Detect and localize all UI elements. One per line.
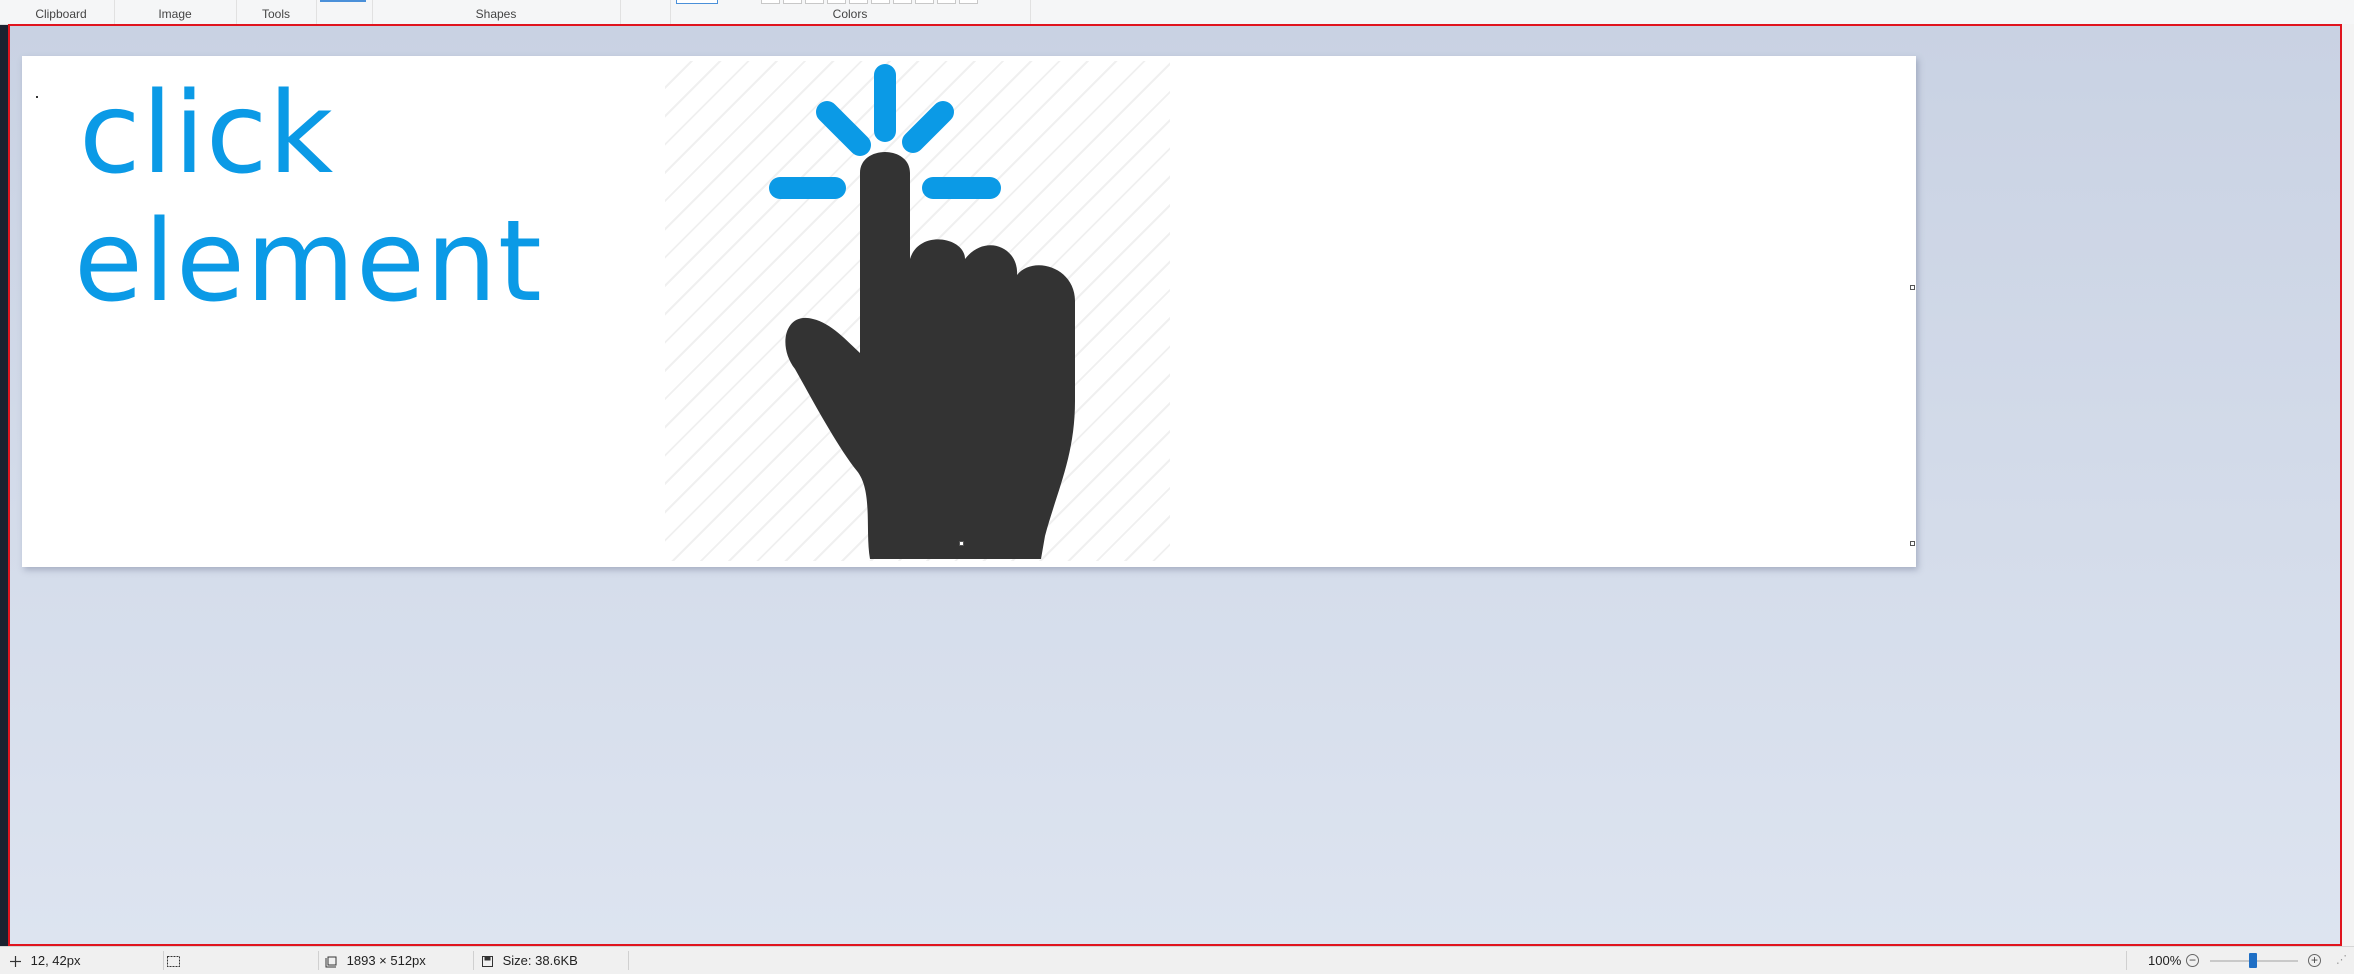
palette-swatch[interactable] xyxy=(915,0,934,4)
palette-swatch[interactable] xyxy=(893,0,912,4)
canvas-dot xyxy=(36,96,38,98)
ribbon-group-spacer xyxy=(316,0,373,24)
canvas-resize-handle-bottom[interactable] xyxy=(959,541,964,546)
window-right-edge xyxy=(2342,24,2354,946)
palette-swatch[interactable] xyxy=(761,0,780,4)
zoom-level: 100% xyxy=(2148,953,2182,968)
image-dimensions-text: 1893 × 512px xyxy=(346,953,426,968)
file-size-text: Size: 38.6KB xyxy=(502,953,578,968)
color-1-swatch[interactable] xyxy=(676,0,718,4)
status-bar: 12, 42px 1893 × 512px Size: 38.6KB 100% … xyxy=(0,946,2354,974)
pointing-hand-click-icon xyxy=(769,64,1075,559)
canvas-text-element: element xyxy=(74,197,543,327)
canvas-workspace[interactable]: click element xyxy=(8,24,2342,946)
file-size-readout: Size: 38.6KB xyxy=(482,947,578,974)
ribbon-group-image: Image xyxy=(114,0,237,24)
click-spark-lines xyxy=(769,64,1001,199)
selection-icon xyxy=(167,956,180,968)
crosshair-icon xyxy=(10,956,21,968)
canvas-text-click: click xyxy=(79,69,335,199)
palette-swatch[interactable] xyxy=(805,0,824,4)
palette-swatch[interactable] xyxy=(959,0,978,4)
status-divider xyxy=(163,951,164,970)
status-divider xyxy=(2126,951,2127,970)
resize-grip-icon[interactable]: ⋰ xyxy=(2336,954,2347,966)
ribbon-group-labels: Clipboard Image Tools Shapes Colors xyxy=(0,0,2354,25)
ribbon-group-tools: Tools xyxy=(236,0,317,24)
status-divider xyxy=(628,951,629,970)
zoom-in-button[interactable]: + xyxy=(2308,954,2321,967)
save-disk-icon xyxy=(482,956,493,968)
zoom-out-button[interactable]: − xyxy=(2186,954,2199,967)
status-divider xyxy=(473,951,474,970)
palette-swatch[interactable] xyxy=(827,0,846,4)
palette-swatch[interactable] xyxy=(937,0,956,4)
paint-canvas[interactable]: click element xyxy=(22,56,1916,567)
cursor-position-text: 12, 42px xyxy=(30,953,81,968)
image-dimensions-icon xyxy=(325,956,337,968)
palette-swatch[interactable] xyxy=(783,0,802,4)
zoom-slider-thumb[interactable] xyxy=(2249,953,2257,968)
window-left-edge xyxy=(0,0,8,973)
cursor-position-readout: 12, 42px xyxy=(10,947,81,974)
ribbon-group-spacer-2 xyxy=(620,0,671,24)
image-size-readout: 1893 × 512px xyxy=(325,947,426,974)
selected-tool-indicator xyxy=(320,0,366,2)
canvas-resize-handle-right[interactable] xyxy=(1910,285,1915,290)
canvas-resize-handle-corner[interactable] xyxy=(1910,541,1915,546)
palette-swatch[interactable] xyxy=(871,0,890,4)
palette-swatch[interactable] xyxy=(849,0,868,4)
ribbon-group-clipboard: Clipboard xyxy=(8,0,115,24)
ribbon-group-colors: Colors xyxy=(670,0,1031,24)
selection-size-readout xyxy=(167,947,180,974)
status-divider xyxy=(318,951,319,970)
ribbon-group-shapes: Shapes xyxy=(372,0,621,24)
hand-shape xyxy=(785,152,1075,559)
